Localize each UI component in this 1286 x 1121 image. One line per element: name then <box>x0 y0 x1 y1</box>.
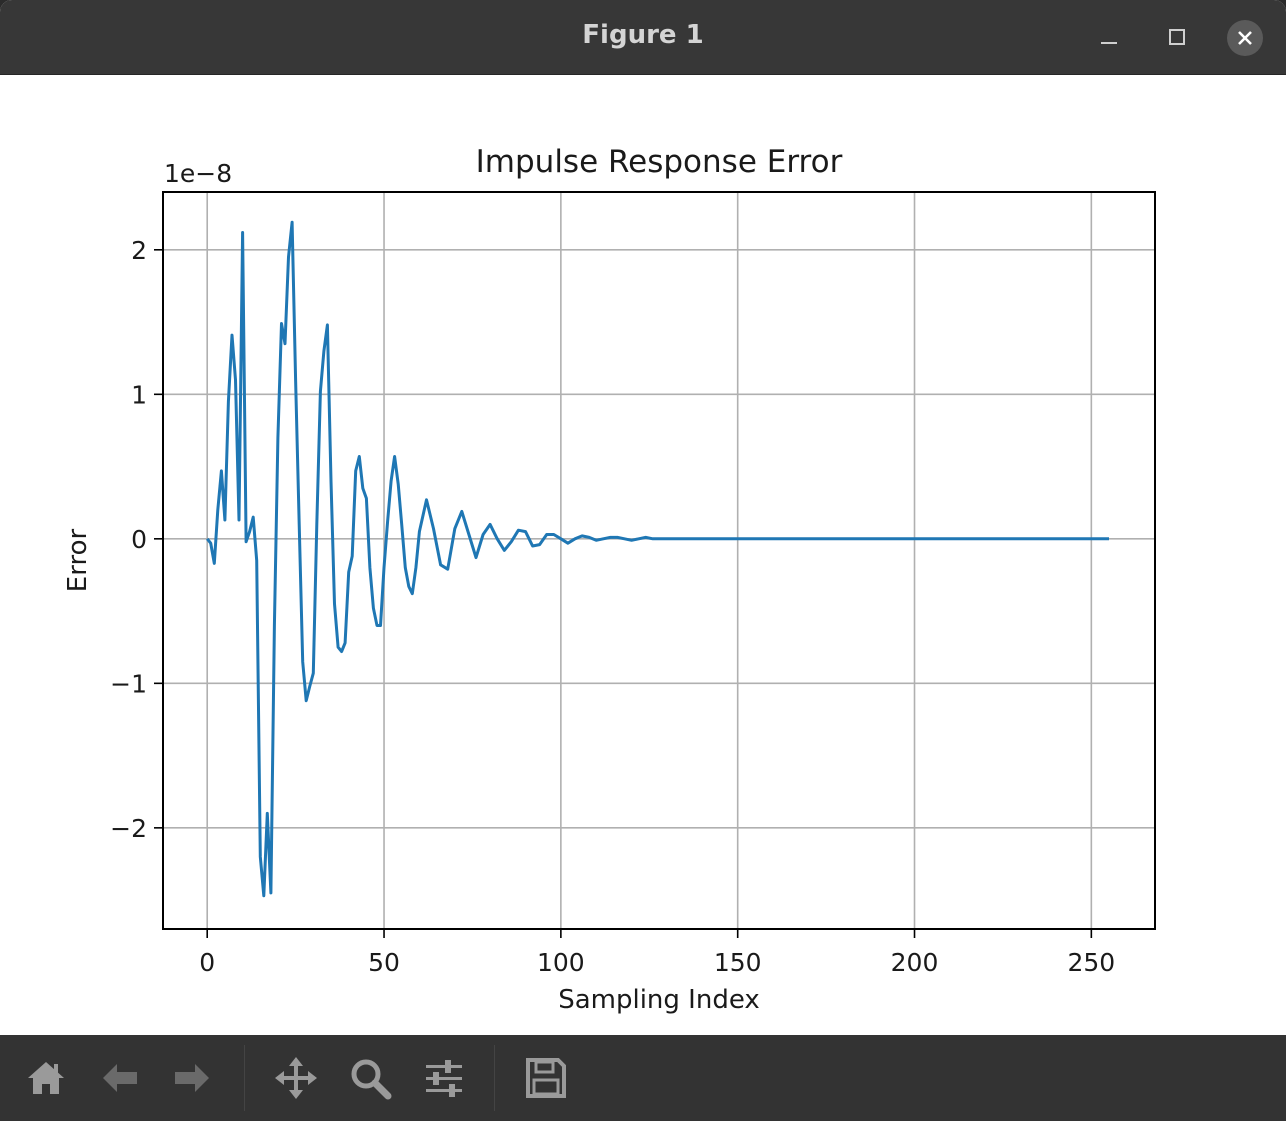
y-offset-text: 1e−8 <box>164 159 232 188</box>
home-icon <box>28 1062 64 1094</box>
subplots-button[interactable] <box>419 1053 469 1103</box>
x-tick-label: 0 <box>199 948 215 977</box>
grid <box>163 192 1155 929</box>
y-tick-label: −2 <box>110 814 147 843</box>
pan-button[interactable] <box>271 1053 321 1103</box>
home-button[interactable] <box>21 1053 71 1103</box>
window-title: Figure 1 <box>582 20 704 50</box>
arrow-right-icon <box>175 1064 209 1092</box>
y-tick-label: 0 <box>131 525 147 554</box>
maximize-icon <box>1169 29 1185 45</box>
magnifier-icon <box>351 1059 392 1100</box>
x-axis-label: Sampling Index <box>558 985 760 1015</box>
floppy-icon <box>526 1058 566 1098</box>
navigation-toolbar <box>0 1035 1286 1121</box>
y-tick-label: 1 <box>131 380 147 409</box>
move-icon <box>275 1057 317 1099</box>
error-series-line <box>206 220 1109 898</box>
close-icon <box>1227 20 1263 56</box>
save-button[interactable] <box>521 1053 571 1103</box>
maximize-button[interactable] <box>1158 19 1196 57</box>
y-axis-label: Error <box>63 529 93 593</box>
x-tick-label: 250 <box>1067 948 1115 977</box>
sliders-icon <box>426 1060 462 1097</box>
figure-canvas[interactable]: 0 50 100 150 200 250 −2 −1 0 1 2 Impulse Response … <box>2 75 1284 1035</box>
toolbar-separator <box>494 1045 495 1111</box>
toolbar-separator <box>244 1045 245 1111</box>
axes-frame <box>162 191 1156 930</box>
series-layer <box>206 220 1109 898</box>
titlebar[interactable]: Figure 1 <box>0 0 1286 75</box>
x-tick-label: 100 <box>537 948 585 977</box>
minimize-icon <box>1101 42 1117 44</box>
close-button[interactable] <box>1226 19 1264 57</box>
chart-title: Impulse Response Error <box>476 144 843 180</box>
ticks: 0 50 100 150 200 250 −2 −1 0 1 2 <box>110 236 1115 977</box>
x-tick-label: 50 <box>368 948 400 977</box>
arrow-left-icon <box>103 1064 137 1092</box>
back-button[interactable] <box>95 1053 145 1103</box>
forward-button[interactable] <box>167 1053 217 1103</box>
zoom-button[interactable] <box>345 1053 395 1103</box>
y-tick-label: −1 <box>110 669 147 698</box>
x-tick-label: 150 <box>714 948 762 977</box>
y-tick-label: 2 <box>131 236 147 265</box>
x-tick-label: 200 <box>891 948 939 977</box>
minimize-button[interactable] <box>1090 19 1128 57</box>
